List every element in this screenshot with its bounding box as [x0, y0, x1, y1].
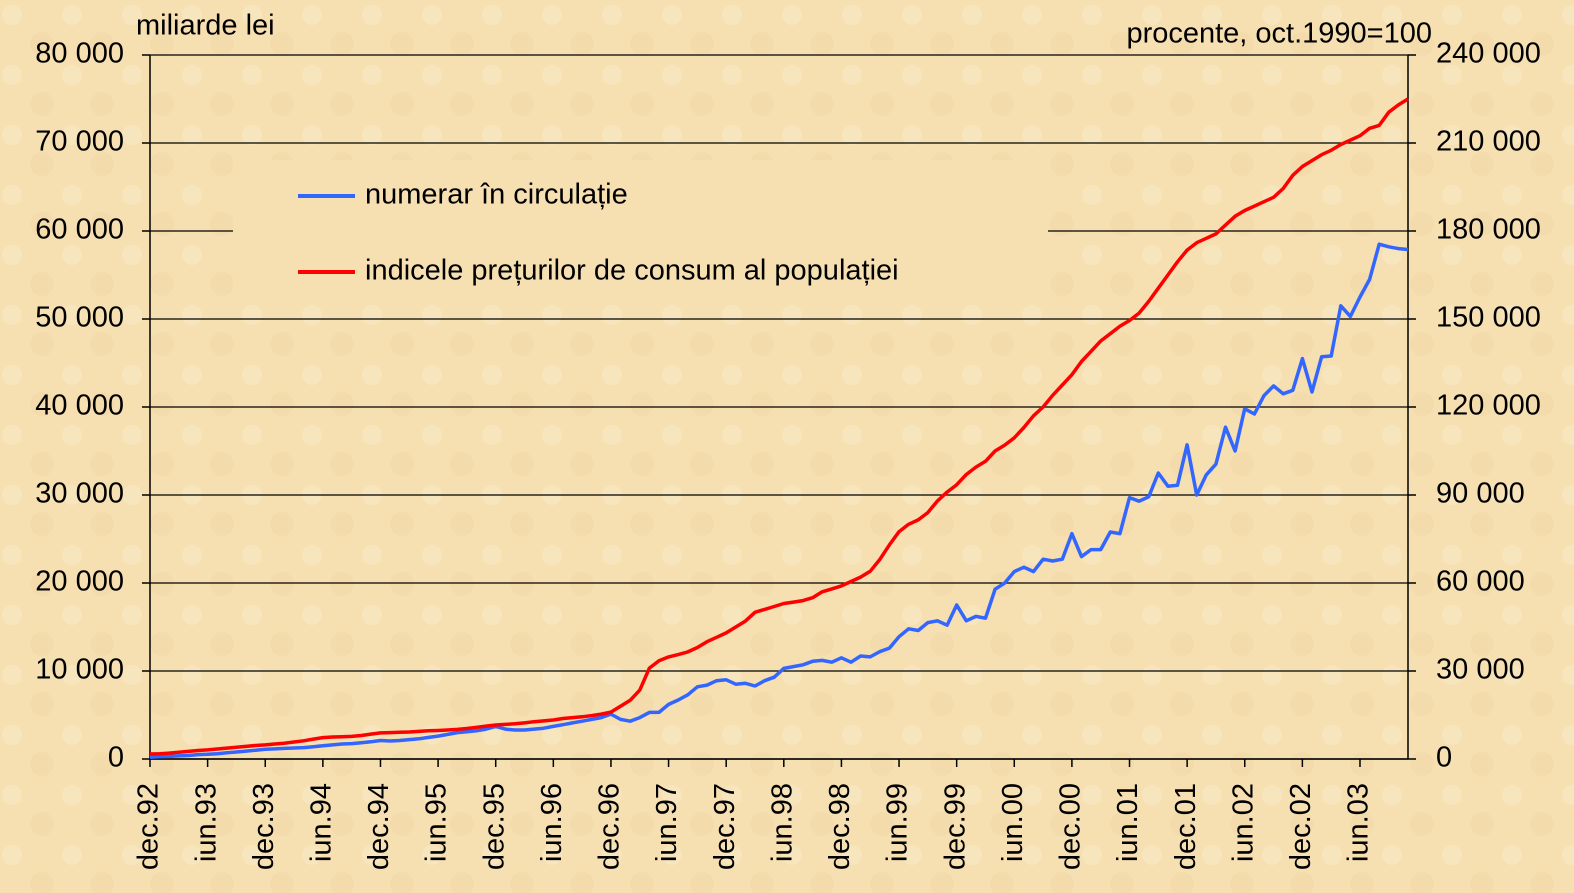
x-tick-label: iun.98	[766, 783, 798, 862]
y2-tick-label: 240 000	[1436, 38, 1541, 70]
y-tick-label: 0	[108, 742, 124, 774]
y2-axis-title: procente, oct.1990=100	[1126, 18, 1432, 50]
y-tick-label: 70 000	[35, 126, 124, 158]
x-tick-label: dec.99	[939, 783, 971, 870]
x-tick-label: dec.02	[1285, 783, 1317, 870]
y2-tick-label: 30 000	[1436, 654, 1525, 686]
x-tick-label: iun.02	[1227, 783, 1259, 862]
x-tick-label: dec.92	[133, 783, 165, 870]
y-tick-label: 40 000	[35, 390, 124, 422]
y2-tick-label: 0	[1436, 742, 1452, 774]
y-tick-label: 60 000	[35, 214, 124, 246]
x-tick-label: iun.95	[421, 783, 453, 862]
x-tick-label: dec.97	[709, 783, 741, 870]
x-tick-label: dec.98	[824, 783, 856, 870]
legend-box	[233, 160, 1048, 305]
y-tick-label: 10 000	[35, 654, 124, 686]
legend: numerar în circulație indicele prețurilor…	[233, 160, 1048, 305]
series-line	[149, 97, 1409, 756]
y2-tick-label: 60 000	[1436, 566, 1525, 598]
x-tick-label: iun.96	[536, 783, 568, 862]
y2-tick-label: 90 000	[1436, 478, 1525, 510]
y2-tick-label: 210 000	[1436, 126, 1541, 158]
x-tick-label: iun.93	[190, 783, 222, 862]
x-tick-label: dec.01	[1170, 783, 1202, 870]
y-tick-label: 30 000	[35, 478, 124, 510]
y-tick-label: 80 000	[35, 38, 124, 70]
legend-label: indicele prețurilor de consum al populaț…	[365, 255, 899, 287]
y-axis-title: miliarde lei	[136, 10, 275, 42]
x-tick-label: dec.96	[594, 783, 626, 870]
x-tick-label: iun.01	[1112, 783, 1144, 862]
legend-label: numerar în circulație	[365, 179, 628, 211]
x-tick-label: iun.99	[882, 783, 914, 862]
x-tick-label: iun.03	[1343, 783, 1375, 862]
x-tick-label: dec.95	[478, 783, 510, 870]
series-line	[149, 242, 1409, 759]
x-tick-label: iun.00	[997, 783, 1029, 862]
x-tick-label: iun.97	[651, 783, 683, 862]
x-tick-label: dec.94	[363, 783, 395, 870]
x-tick-label: iun.94	[306, 783, 338, 862]
y2-tick-label: 120 000	[1436, 390, 1541, 422]
x-tick-label: dec.93	[248, 783, 280, 870]
x-tick-label: dec.00	[1055, 783, 1087, 870]
y2-tick-label: 150 000	[1436, 302, 1541, 334]
y2-tick-label: 180 000	[1436, 214, 1541, 246]
y-tick-label: 20 000	[35, 566, 124, 598]
y-tick-label: 50 000	[35, 302, 124, 334]
